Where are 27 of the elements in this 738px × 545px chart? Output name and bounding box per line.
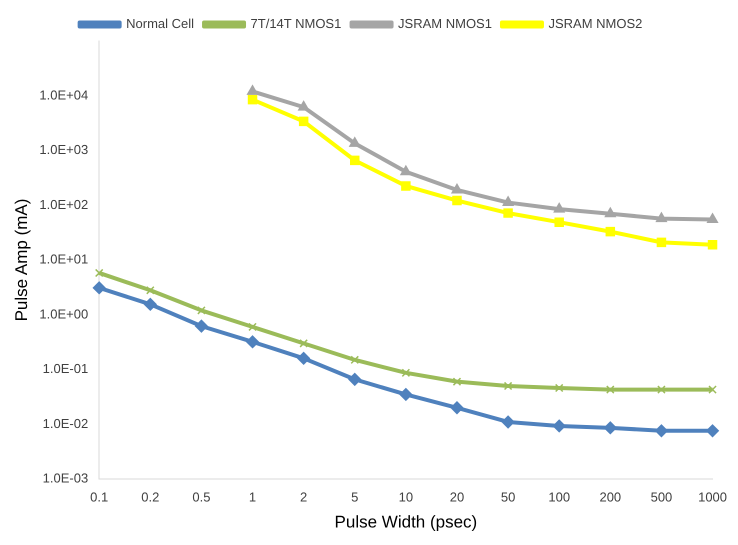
x-tick-label: 0.5	[192, 489, 210, 504]
legend-label: Normal Cell	[126, 16, 194, 32]
x-tick-label: 1	[248, 489, 256, 504]
y-tick-label: 1.0E-03	[42, 470, 88, 486]
legend-label: 7T/14T NMOS1	[250, 16, 342, 32]
x-tick-label: 20	[450, 489, 464, 504]
legend-label: JSRAM NMOS1	[398, 16, 492, 32]
y-tick-label: 1.0E+02	[39, 196, 88, 212]
x-tick-label: 500	[650, 489, 672, 504]
x-tick-label: 0.2	[141, 489, 160, 504]
x-tick-label: 5	[351, 489, 358, 504]
x-tick-label: 2	[300, 489, 308, 504]
y-tick-label: 1.0E+01	[39, 252, 88, 267]
y-tick-label: 1.0E-01	[42, 361, 88, 376]
x-tick-label: 50	[500, 489, 516, 504]
x-tick-label: 100	[548, 489, 570, 504]
x-tick-label: 1000	[698, 489, 727, 504]
y-axis-title: Pulse Amp (mA)	[12, 198, 31, 322]
legend-label: JSRAM NMOS2	[548, 16, 642, 32]
x-tick-label: 0.1	[90, 489, 108, 504]
x-tick-label: 200	[599, 489, 622, 504]
y-tick-label: 1.0E+00	[39, 306, 88, 322]
x-axis-title: Pulse Width (psec)	[334, 512, 478, 532]
y-tick-label: 1.0E-02	[42, 416, 88, 431]
y-tick-label: 1.0E+04	[39, 87, 88, 102]
x-tick-label: 10	[398, 489, 414, 504]
y-tick-label: 1.0E+03	[39, 142, 88, 158]
